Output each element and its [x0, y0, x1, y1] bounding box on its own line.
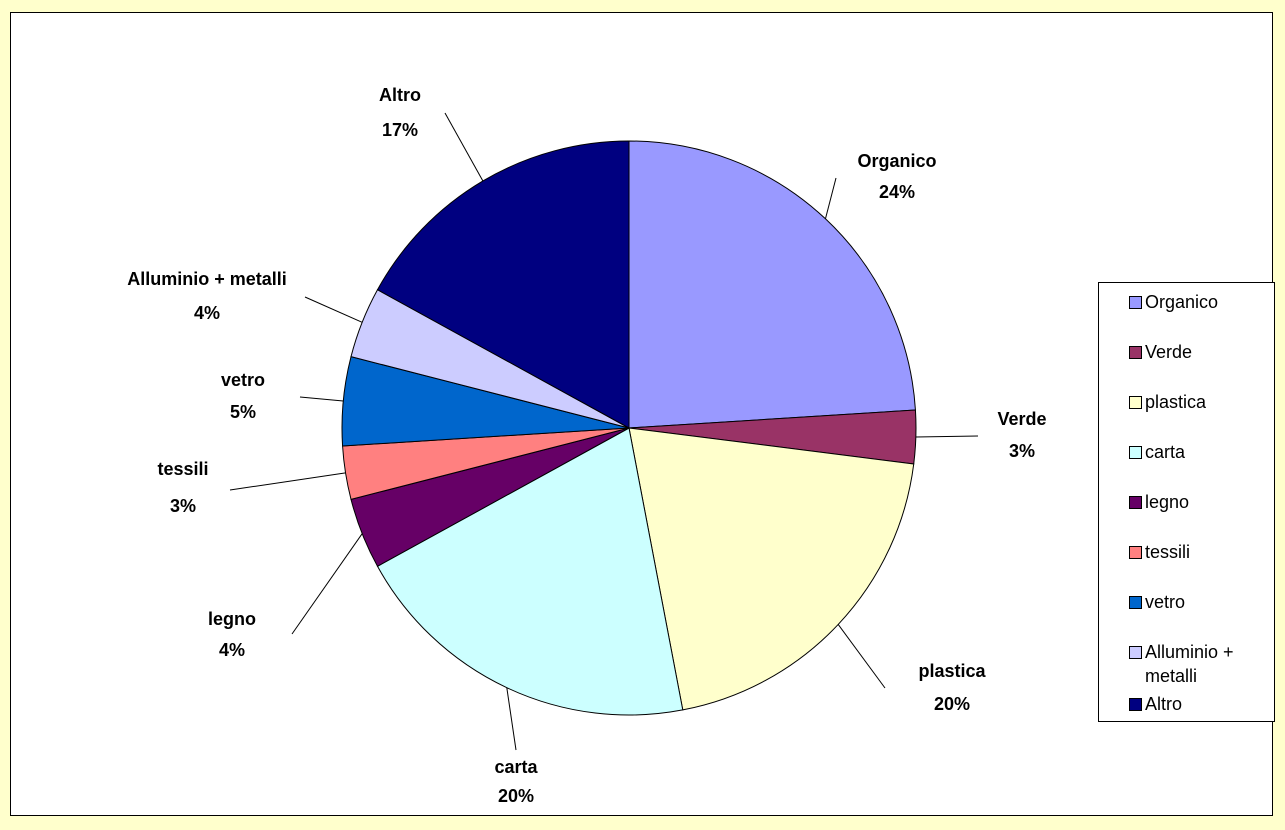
leader-line	[506, 687, 517, 751]
slice-value-label: 3%	[170, 496, 196, 516]
legend-label: Verde	[1145, 342, 1193, 362]
slice-value-label: 20%	[498, 786, 534, 806]
legend-entry: Altro	[1129, 692, 1274, 742]
legend-label: Altro	[1145, 694, 1183, 714]
legend-swatch	[1129, 396, 1142, 409]
legend-label: legno	[1145, 492, 1190, 512]
slice-label: Organico	[857, 151, 936, 171]
leader-line	[444, 112, 484, 182]
legend-entry: tessili	[1129, 540, 1274, 590]
legend-swatch	[1129, 496, 1142, 509]
leader-line	[915, 435, 979, 438]
slice-label: carta	[494, 757, 538, 777]
slice-label: Altro	[379, 85, 421, 105]
legend-swatch	[1129, 346, 1142, 359]
pie-slice	[628, 427, 915, 711]
legend-label: vetro	[1145, 592, 1186, 612]
legend-swatch	[1129, 546, 1142, 559]
legend-swatch	[1129, 646, 1142, 659]
slice-value-label: 4%	[194, 303, 220, 323]
legend-label: Alluminio + metalli	[1145, 642, 1234, 686]
leader-line	[229, 472, 346, 491]
legend-swatch	[1129, 596, 1142, 609]
legend-swatch	[1129, 698, 1142, 711]
slice-label: legno	[208, 609, 256, 629]
pie-slice	[376, 140, 630, 429]
leader-line	[291, 533, 363, 635]
slice-label: tessili	[157, 459, 208, 479]
legend-label: carta	[1145, 442, 1186, 462]
slice-value-label: 4%	[219, 640, 245, 660]
slice-label: vetro	[221, 370, 265, 390]
legend: Organico Verde plastica carta legno tessili ve…	[1098, 282, 1275, 722]
pie-slice	[628, 140, 916, 429]
legend-swatch	[1129, 296, 1142, 309]
legend-entry: carta	[1129, 440, 1274, 490]
legend-swatch	[1129, 446, 1142, 459]
slice-label: plastica	[918, 661, 986, 681]
leader-line	[304, 296, 363, 323]
legend-label: plastica	[1145, 392, 1207, 412]
leader-line	[299, 396, 344, 402]
pie-slice	[376, 427, 684, 716]
slice-value-label: 17%	[382, 120, 418, 140]
slice-value-label: 24%	[879, 182, 915, 202]
legend-label: Organico	[1145, 292, 1219, 312]
legend-entry: Alluminio + metalli	[1129, 640, 1274, 692]
legend-entry: Verde	[1129, 340, 1274, 390]
leader-line	[837, 624, 886, 689]
legend-entry: Organico	[1129, 290, 1274, 340]
slice-value-label: 20%	[934, 694, 970, 714]
legend-entry: vetro	[1129, 590, 1274, 640]
slice-value-label: 5%	[230, 402, 256, 422]
legend-entry: plastica	[1129, 390, 1274, 440]
legend-entry: legno	[1129, 490, 1274, 540]
slice-label: Verde	[997, 409, 1046, 429]
slice-label: Alluminio + metalli	[127, 269, 287, 289]
leader-line	[824, 177, 837, 219]
slice-value-label: 3%	[1009, 441, 1035, 461]
legend-label: tessili	[1145, 542, 1191, 562]
